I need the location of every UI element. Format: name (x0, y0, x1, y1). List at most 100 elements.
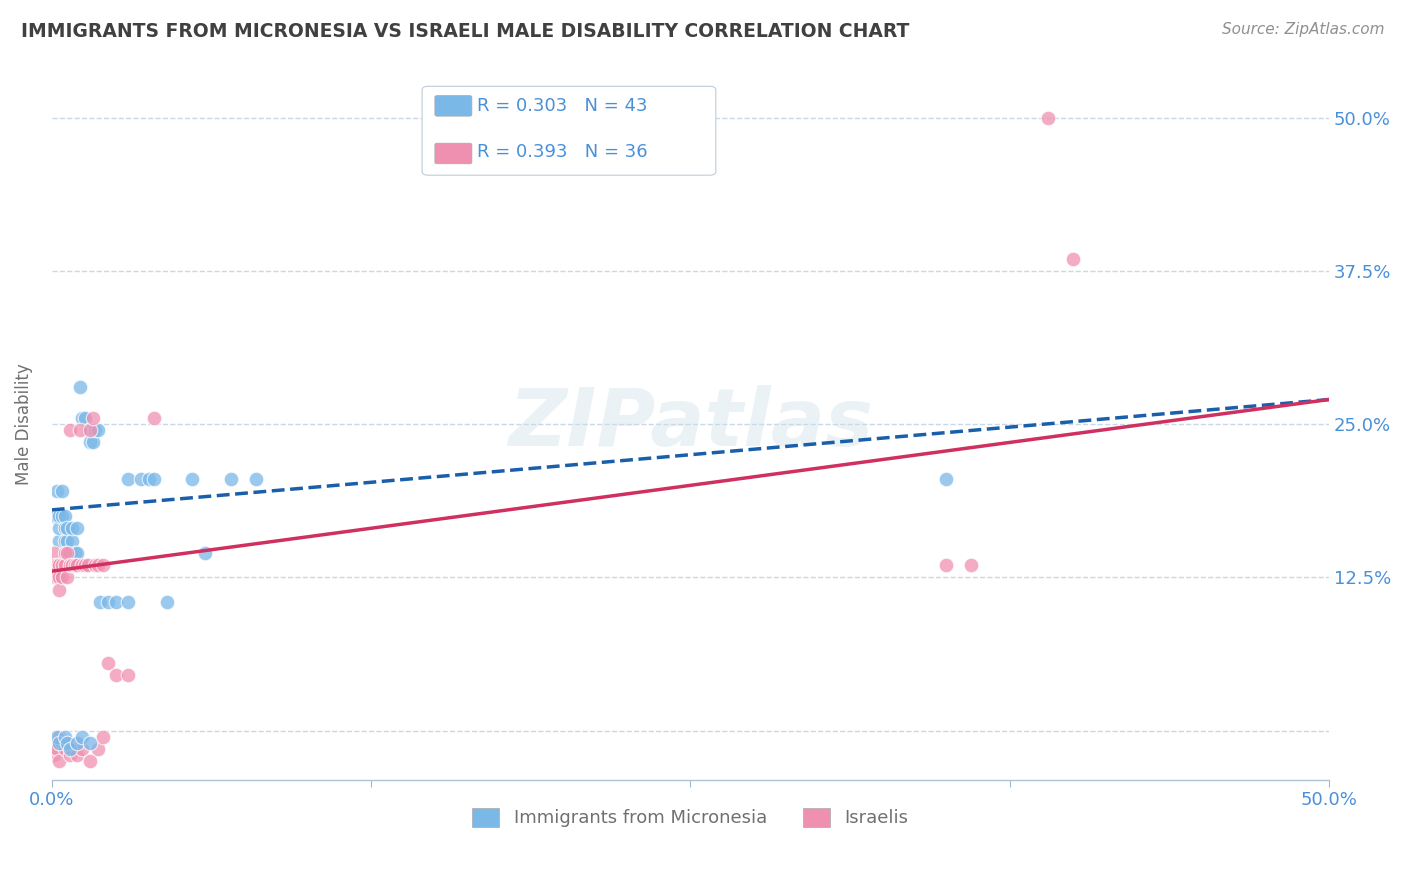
Point (48, 508, 70, 523)
Point (51, 570, 73, 584)
Text: ZIPatlas: ZIPatlas (508, 385, 873, 463)
Point (48, 570, 70, 584)
Point (45, 742, 67, 756)
Point (44, 748, 66, 763)
Point (935, 558, 957, 572)
Point (1036, 111, 1059, 125)
Point (44, 736, 66, 750)
Point (60, 742, 83, 756)
Point (181, 472, 204, 486)
FancyBboxPatch shape (434, 95, 472, 116)
Point (56, 521, 79, 535)
Point (79, 435, 101, 450)
Point (48, 582, 70, 597)
Point (142, 411, 165, 425)
Point (245, 472, 267, 486)
Legend: Immigrants from Micronesia, Israelis: Immigrants from Micronesia, Israelis (465, 801, 915, 835)
FancyBboxPatch shape (422, 87, 716, 175)
Point (84, 558, 107, 572)
Point (56, 570, 79, 584)
Point (45, 736, 67, 750)
Point (53, 521, 76, 535)
Point (53, 558, 76, 572)
Point (60, 521, 83, 535)
Point (76, 423, 98, 437)
Point (53, 730, 76, 744)
Point (117, 595, 139, 609)
Point (53, 742, 76, 756)
Point (69, 380, 91, 394)
Point (91, 730, 114, 744)
Point (82, 435, 104, 450)
Point (69, 423, 91, 437)
Point (117, 668, 139, 682)
FancyBboxPatch shape (434, 144, 472, 164)
Point (44, 546, 66, 560)
Point (45, 558, 67, 572)
Point (82, 411, 104, 425)
Point (59, 558, 82, 572)
Point (66, 521, 89, 535)
Point (156, 595, 179, 609)
Point (45, 730, 67, 744)
Point (1062, 252, 1084, 266)
Point (97, 595, 120, 609)
Point (48, 754, 70, 768)
Point (51, 736, 73, 750)
Point (87, 742, 110, 756)
Point (53, 546, 76, 560)
Point (79, 736, 101, 750)
Point (72, 411, 94, 425)
Text: R = 0.393   N = 36: R = 0.393 N = 36 (477, 144, 648, 161)
Point (63, 558, 86, 572)
Point (59, 423, 82, 437)
Point (51, 558, 73, 572)
Point (45, 570, 67, 584)
Point (66, 736, 89, 750)
Point (66, 736, 89, 750)
Point (59, 742, 82, 756)
Point (79, 754, 101, 768)
Point (104, 595, 127, 609)
Point (97, 656, 120, 670)
Point (960, 558, 983, 572)
Point (56, 533, 79, 548)
Point (59, 748, 82, 763)
Text: Source: ZipAtlas.com: Source: ZipAtlas.com (1222, 22, 1385, 37)
Text: R = 0.303   N = 43: R = 0.303 N = 43 (477, 97, 648, 115)
Point (89, 595, 111, 609)
Point (45, 484, 67, 499)
Point (60, 533, 83, 548)
Point (72, 558, 94, 572)
Point (56, 736, 79, 750)
Point (53, 533, 76, 548)
Point (44, 508, 66, 523)
Point (48, 521, 70, 535)
Point (935, 472, 957, 486)
Point (63, 558, 86, 572)
Point (66, 546, 89, 560)
Point (48, 730, 70, 744)
Point (66, 748, 89, 763)
Point (129, 472, 152, 486)
Text: IMMIGRANTS FROM MICRONESIA VS ISRAELI MALE DISABILITY CORRELATION CHART: IMMIGRANTS FROM MICRONESIA VS ISRAELI MA… (21, 22, 910, 41)
Point (48, 533, 70, 548)
Point (56, 736, 79, 750)
Point (48, 558, 70, 572)
Point (53, 508, 76, 523)
Point (87, 423, 110, 437)
Point (73, 411, 96, 425)
Point (44, 558, 66, 572)
Point (138, 472, 160, 486)
Point (104, 668, 127, 682)
Point (72, 730, 94, 744)
Point (66, 558, 89, 572)
Point (79, 423, 101, 437)
Point (73, 558, 96, 572)
Point (51, 484, 73, 499)
Point (45, 508, 67, 523)
Point (51, 508, 73, 523)
Point (87, 558, 110, 572)
Point (117, 472, 139, 486)
Y-axis label: Male Disability: Male Disability (15, 363, 32, 485)
